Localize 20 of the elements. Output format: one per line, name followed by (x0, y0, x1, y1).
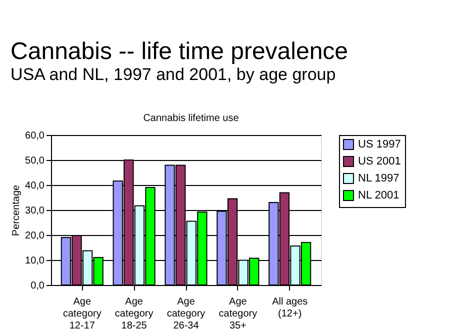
x-tick-label: Age category 12-17 (62, 296, 102, 332)
chart-subtitle: USA and NL, 1997 and 2001, by age group (10, 65, 336, 84)
x-tick-label: Age category 18-25 (114, 296, 154, 332)
y-tick-label: 0,0 (30, 280, 45, 292)
x-tick-label: Age category 26-34 (166, 296, 206, 332)
y-tick-label: 20,0 (25, 230, 45, 242)
y-tick-label: 50,0 (25, 156, 45, 166)
x-tick-label: Age category 35+ (218, 296, 258, 332)
y-axis-title: Percentage (11, 184, 22, 236)
y-tick-label: 10,0 (25, 256, 45, 266)
chart-title: Cannabis -- life time prevalence (10, 38, 348, 65)
x-tick-label: All ages (12+) (272, 296, 308, 320)
text: Cannabis lifetime use (143, 113, 240, 124)
y-tick-label: 30,0 (25, 206, 45, 216)
legend-label: US 2001 (358, 156, 401, 168)
legend-label: NL 2001 (358, 190, 400, 202)
legend-label: NL 1997 (358, 172, 400, 184)
y-tick-label: 60,0 (25, 130, 45, 142)
legend-label: US 1997 (358, 138, 401, 150)
y-tick-label: 40,0 (25, 180, 45, 192)
